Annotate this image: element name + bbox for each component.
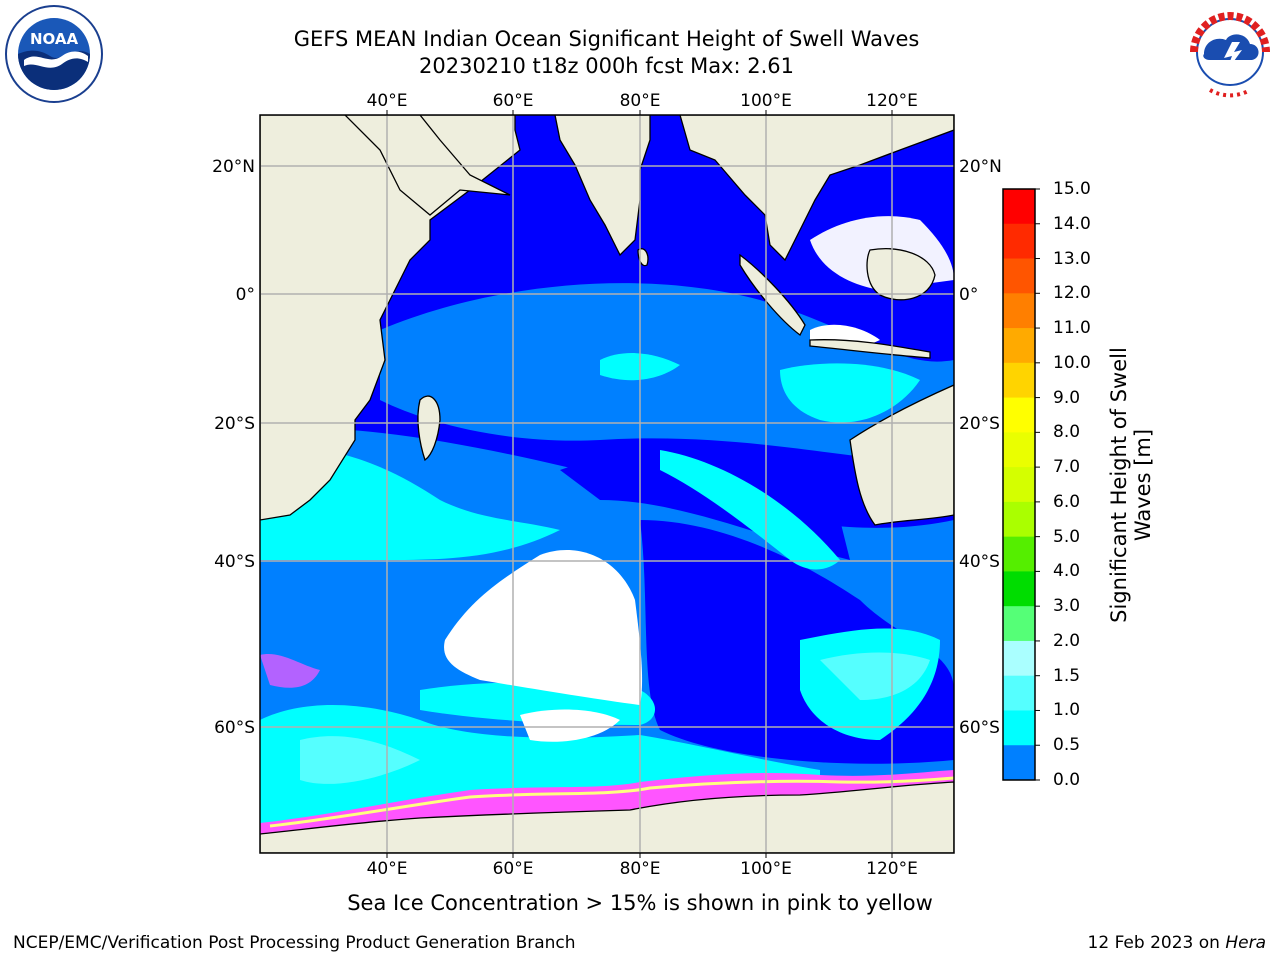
lon-tick-bottom-100e: 100°E	[740, 859, 792, 879]
run-date: 12 Feb 2023 on Hera	[1088, 933, 1266, 953]
chart-title: GEFS MEAN Indian Ocean Significant Heigh…	[293, 27, 920, 51]
lat-tick-right-20n: 20°N	[959, 157, 1002, 177]
lat-tick-left-20n: 20°N	[212, 157, 255, 177]
colorbar-bin	[1003, 258, 1035, 294]
colorbar-title: Significant Height of Swell Waves [m]	[1107, 347, 1155, 623]
colorbar-label: 15.0	[1053, 179, 1091, 199]
colorbar-label: 14.0	[1053, 213, 1091, 234]
colorbar-label: 8.0	[1053, 422, 1081, 443]
colorbar-bin	[1003, 710, 1035, 746]
colorbar-label: 1.5	[1053, 665, 1081, 686]
lon-tick-top-100e: 100°E	[740, 91, 792, 111]
colorbar-bin	[1003, 467, 1035, 503]
lon-tick-top-120e: 120°E	[866, 91, 918, 111]
sea-ice-note: Sea Ice Concentration > 15% is shown in …	[0, 890, 1280, 916]
colorbar	[1002, 188, 1040, 781]
lon-tick-bottom-120e: 120°E	[866, 859, 918, 879]
colorbar-frame	[1002, 188, 1036, 781]
lon-tick-bottom-80e: 80°E	[620, 859, 661, 879]
lat-tick-left-40s: 40°S	[214, 552, 255, 572]
run-date-text: 12 Feb 2023 on	[1087, 933, 1226, 953]
lon-tick-top-80e: 80°E	[620, 91, 661, 111]
lat-tick-right-20s: 20°S	[959, 414, 1000, 434]
credit-text: NCEP/EMC/Verification Post Processing Pr…	[13, 933, 576, 953]
sea-ice-note-text: Sea Ice Concentration > 15% is shown in …	[347, 891, 933, 915]
colorbar-label: 10.0	[1053, 352, 1091, 373]
colorbar-label: 0.5	[1053, 735, 1081, 756]
colorbar-label: 4.0	[1053, 561, 1081, 582]
lat-tick-right-60s: 60°S	[959, 718, 1000, 738]
colorbar-bin	[1003, 362, 1035, 399]
chart-subtitle: 20230210 t18z 000h fcst Max: 2.61	[419, 54, 794, 78]
colorbar-label: 5.0	[1053, 526, 1081, 547]
colorbar-label: 0.0	[1053, 770, 1081, 790]
colorbar-bin	[1003, 223, 1035, 260]
colorbar-label: 9.0	[1053, 387, 1081, 408]
colorbar-label: 13.0	[1053, 248, 1091, 269]
colorbar-bin	[1003, 606, 1035, 642]
map-frame	[259, 114, 955, 854]
lat-tick-right-0: 0°	[959, 285, 978, 305]
colorbar-label: 7.0	[1053, 457, 1081, 478]
lon-tick-bottom-60e: 60°E	[493, 859, 534, 879]
noaa-logo: NOAA	[5, 5, 103, 103]
colorbar-bin	[1003, 536, 1035, 572]
colorbar-bin	[1003, 745, 1035, 781]
lon-tick-bottom-40e: 40°E	[367, 859, 408, 879]
national-weather-service-logo	[1182, 4, 1278, 100]
machine-name: Hera	[1225, 933, 1266, 953]
lat-tick-left-20s: 20°S	[214, 414, 255, 434]
colorbar-bin	[1003, 640, 1035, 677]
colorbar-label: 11.0	[1053, 318, 1091, 339]
colorbar-label: 2.0	[1053, 630, 1081, 651]
noaa-logo-text: NOAA	[30, 30, 79, 48]
colorbar-bin	[1003, 501, 1035, 538]
colorbar-bin	[1003, 293, 1035, 329]
lat-tick-left-0: 0°	[236, 285, 255, 305]
colorbar-bin	[1003, 397, 1035, 433]
lat-tick-right-40s: 40°S	[959, 552, 1000, 572]
colorbar-label: 1.0	[1053, 700, 1081, 721]
colorbar-label: 3.0	[1053, 596, 1081, 617]
gridlines	[260, 115, 954, 853]
colorbar-bin	[1003, 432, 1035, 468]
colorbar-bin	[1003, 189, 1035, 225]
colorbar-bin	[1003, 675, 1035, 711]
colorbar-label: 12.0	[1053, 283, 1091, 304]
lat-tick-left-60s: 60°S	[214, 718, 255, 738]
lon-tick-top-40e: 40°E	[367, 91, 408, 111]
lon-tick-top-60e: 60°E	[493, 91, 534, 111]
colorbar-bin	[1003, 571, 1035, 607]
colorbar-label: 6.0	[1053, 491, 1081, 512]
colorbar-bin	[1003, 328, 1035, 364]
